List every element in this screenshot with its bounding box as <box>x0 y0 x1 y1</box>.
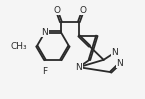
Text: O: O <box>53 6 60 15</box>
Text: O: O <box>80 6 87 15</box>
Text: N: N <box>116 59 123 68</box>
Text: F: F <box>42 67 47 76</box>
Text: CH₃: CH₃ <box>10 42 27 51</box>
Text: N: N <box>42 28 48 37</box>
Text: N: N <box>76 63 82 72</box>
Text: N: N <box>111 48 118 57</box>
